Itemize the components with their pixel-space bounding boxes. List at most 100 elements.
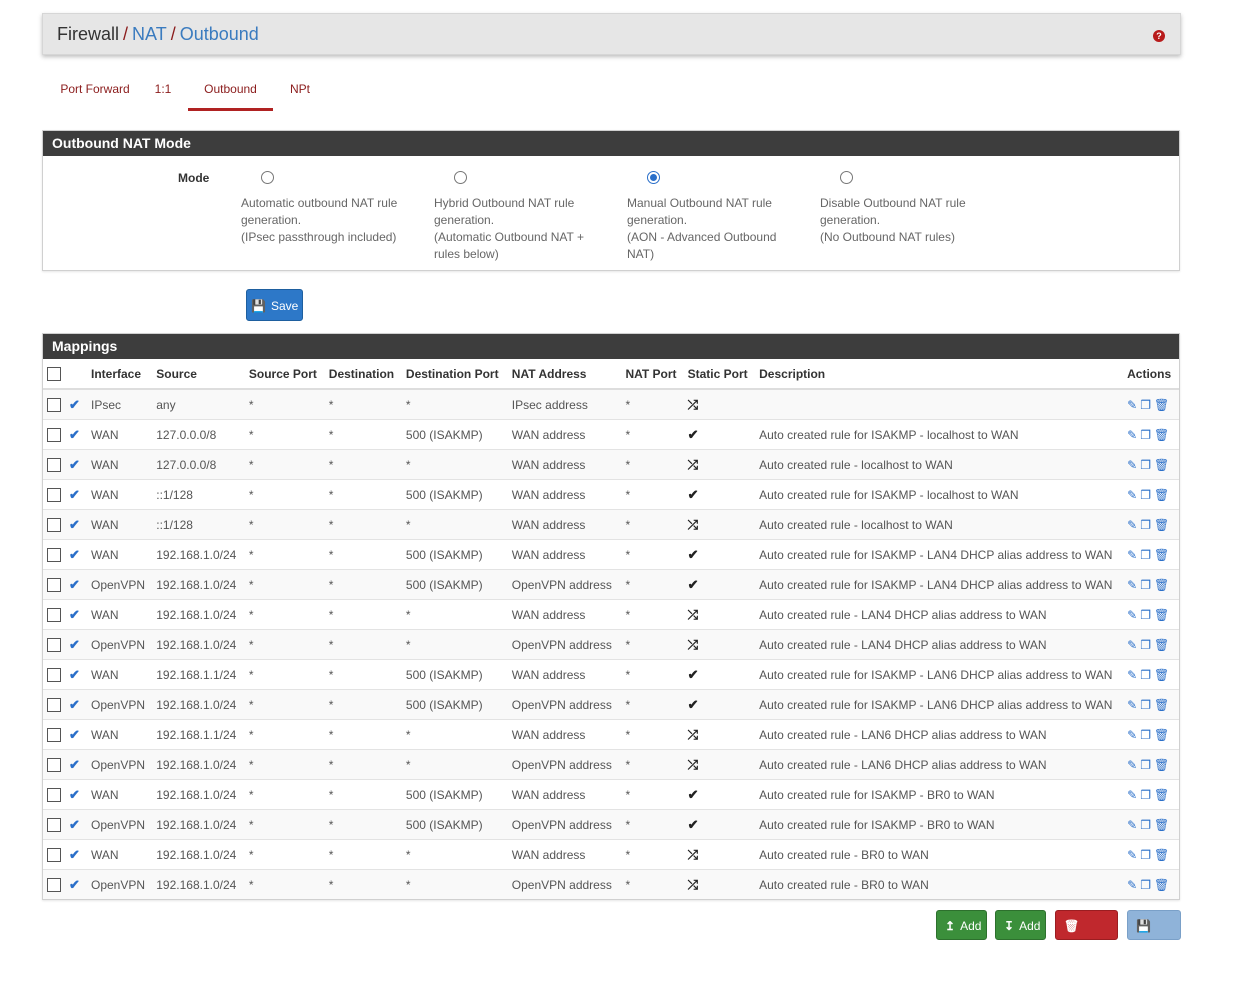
enabled-check-icon[interactable]: ✔ — [69, 726, 80, 742]
row-checkbox[interactable] — [47, 727, 61, 742]
save-button[interactable]: 💾 Save — [1127, 910, 1181, 963]
col-nat-port[interactable]: NAT Port — [621, 359, 684, 390]
row-checkbox[interactable] — [47, 877, 61, 892]
trash-icon[interactable]: 🗑 — [1153, 667, 1170, 682]
row-checkbox[interactable] — [47, 487, 61, 502]
table-row[interactable]: ✔ WAN::1/128 * * 500 (ISAKMP) WAN address * ✔ Au… — [43, 479, 1179, 510]
radio-manual[interactable] — [647, 171, 660, 184]
edit-icon[interactable]: ✎ — [1127, 817, 1138, 832]
row-checkbox[interactable] — [47, 607, 61, 622]
col-description[interactable]: Description — [755, 359, 1124, 390]
radio-hybrid[interactable] — [454, 171, 467, 184]
mode-option-disable[interactable]: Disable Outbound NAT rule generation. (N… — [820, 171, 995, 246]
copy-icon[interactable]: ❐ — [1140, 847, 1151, 862]
row-checkbox[interactable] — [47, 577, 61, 592]
enabled-check-icon[interactable]: ✔ — [69, 666, 80, 682]
copy-icon[interactable]: ❐ — [1140, 757, 1151, 772]
breadcrumb-outbound[interactable]: Outbound — [179, 24, 259, 44]
enabled-check-icon[interactable]: ✔ — [69, 456, 80, 472]
copy-icon[interactable]: ❐ — [1140, 787, 1151, 802]
radio-disable[interactable] — [840, 171, 853, 184]
mode-option-automatic[interactable]: Automatic outbound NAT rule generation. … — [241, 171, 416, 246]
enabled-check-icon[interactable]: ✔ — [69, 696, 80, 712]
add-bottom-button[interactable]: ↧ Add — [995, 910, 1046, 940]
breadcrumb-firewall[interactable]: Firewall — [57, 24, 120, 44]
table-row[interactable]: ✔ IPsec any * * * IPsec address * ⤮ ✎ ❐ 🗑 — [43, 388, 1179, 420]
edit-icon[interactable]: ✎ — [1127, 847, 1138, 862]
enabled-check-icon[interactable]: ✔ — [69, 846, 80, 862]
tab-one-to-one[interactable]: 1:1 — [154, 82, 172, 96]
edit-icon[interactable]: ✎ — [1127, 787, 1138, 802]
enabled-check-icon[interactable]: ✔ — [69, 786, 80, 802]
tab-npt[interactable]: NPt — [289, 82, 310, 96]
copy-icon[interactable]: ❐ — [1140, 457, 1151, 472]
col-source[interactable]: Source — [152, 359, 245, 390]
add-top-button[interactable]: ↥ Add — [936, 910, 987, 940]
enabled-check-icon[interactable]: ✔ — [69, 426, 80, 442]
edit-icon[interactable]: ✎ — [1127, 487, 1138, 502]
trash-icon[interactable]: 🗑 — [1153, 397, 1170, 412]
tab-port-forward[interactable]: Port Forward — [60, 82, 130, 96]
tab-outbound[interactable]: Outbound — [188, 78, 273, 111]
table-row[interactable]: ✔ WAN 192.168.1.0/24 * * 500 (ISAKMP) WAN addr… — [43, 539, 1179, 570]
row-checkbox[interactable] — [47, 667, 61, 682]
edit-icon[interactable]: ✎ — [1127, 667, 1138, 682]
row-checkbox[interactable] — [47, 787, 61, 802]
table-row[interactable]: ✔ WAN 192.168.1.0/24 * * * WAN address * ⤮ Auto c… — [43, 599, 1179, 630]
row-checkbox[interactable] — [47, 757, 61, 772]
trash-icon[interactable]: 🗑 — [1153, 877, 1170, 892]
copy-icon[interactable]: ❐ — [1140, 547, 1151, 562]
copy-icon[interactable]: ❐ — [1140, 607, 1151, 622]
table-row[interactable]: ✔ WAN 127.0.0.0/8 * * 500 (ISAKMP) WAN address… — [43, 419, 1179, 450]
row-checkbox[interactable] — [47, 457, 61, 472]
edit-icon[interactable]: ✎ — [1127, 517, 1138, 532]
edit-icon[interactable]: ✎ — [1127, 877, 1138, 892]
table-row[interactable]: ✔ OpenVPN 192.168.1.0/24 * * 500 (ISAKMP) Open… — [43, 689, 1179, 720]
copy-icon[interactable]: ❐ — [1140, 877, 1151, 892]
copy-icon[interactable]: ❐ — [1140, 697, 1151, 712]
select-all-checkbox[interactable] — [47, 366, 61, 381]
enabled-check-icon[interactable]: ✔ — [69, 486, 80, 502]
table-row[interactable]: ✔ WAN 192.168.1.0/24 * * 500 (ISAKMP) WAN addr… — [43, 779, 1179, 810]
table-row[interactable]: ✔ WAN 192.168.1.1/24 * * 500 (ISAKMP) WAN addr… — [43, 659, 1179, 690]
row-checkbox[interactable] — [47, 397, 61, 412]
edit-icon[interactable]: ✎ — [1127, 697, 1138, 712]
enabled-check-icon[interactable]: ✔ — [69, 606, 80, 622]
enabled-check-icon[interactable]: ✔ — [69, 546, 80, 562]
edit-icon[interactable]: ✎ — [1127, 577, 1138, 592]
edit-icon[interactable]: ✎ — [1127, 397, 1138, 412]
copy-icon[interactable]: ❐ — [1140, 667, 1151, 682]
edit-icon[interactable]: ✎ — [1127, 607, 1138, 622]
enabled-check-icon[interactable]: ✔ — [69, 516, 80, 532]
radio-automatic[interactable] — [261, 171, 274, 184]
row-checkbox[interactable] — [47, 637, 61, 652]
col-interface[interactable]: Interface — [87, 359, 153, 390]
row-checkbox[interactable] — [47, 427, 61, 442]
table-row[interactable]: ✔ WAN 192.168.1.0/24 * * * WAN address * ⤮ Auto c… — [43, 839, 1179, 870]
trash-icon[interactable]: 🗑 — [1153, 577, 1170, 592]
copy-icon[interactable]: ❐ — [1140, 817, 1151, 832]
question-circle-icon[interactable]: ? — [1153, 30, 1165, 42]
trash-icon[interactable]: 🗑 — [1153, 457, 1170, 472]
col-static-port[interactable]: Static Port — [683, 359, 756, 390]
enabled-check-icon[interactable]: ✔ — [69, 636, 80, 652]
trash-icon[interactable]: 🗑 — [1153, 697, 1170, 712]
table-row[interactable]: ✔ WAN::1/128 * * * WAN address * ⤮ Auto created … — [43, 509, 1179, 540]
copy-icon[interactable]: ❐ — [1140, 427, 1151, 442]
row-checkbox[interactable] — [47, 847, 61, 862]
trash-icon[interactable]: 🗑 — [1153, 817, 1170, 832]
table-row[interactable]: ✔ WAN 127.0.0.0/8 * * * WAN address * ⤮ Auto crea… — [43, 449, 1179, 480]
delete-button[interactable]: 🗑 Delete — [1055, 910, 1118, 963]
copy-icon[interactable]: ❐ — [1140, 487, 1151, 502]
trash-icon[interactable]: 🗑 — [1153, 757, 1170, 772]
edit-icon[interactable]: ✎ — [1127, 637, 1138, 652]
col-source-port[interactable]: Source Port — [244, 359, 325, 390]
copy-icon[interactable]: ❐ — [1140, 637, 1151, 652]
edit-icon[interactable]: ✎ — [1127, 547, 1138, 562]
table-row[interactable]: ✔ OpenVPN 192.168.1.0/24 * * * OpenVPN address… — [43, 869, 1179, 899]
row-checkbox[interactable] — [47, 547, 61, 562]
trash-icon[interactable]: 🗑 — [1153, 787, 1170, 802]
table-row[interactable]: ✔ OpenVPN 192.168.1.0/24 * * * OpenVPN address… — [43, 749, 1179, 780]
edit-icon[interactable]: ✎ — [1127, 757, 1138, 772]
copy-icon[interactable]: ❐ — [1140, 397, 1151, 412]
